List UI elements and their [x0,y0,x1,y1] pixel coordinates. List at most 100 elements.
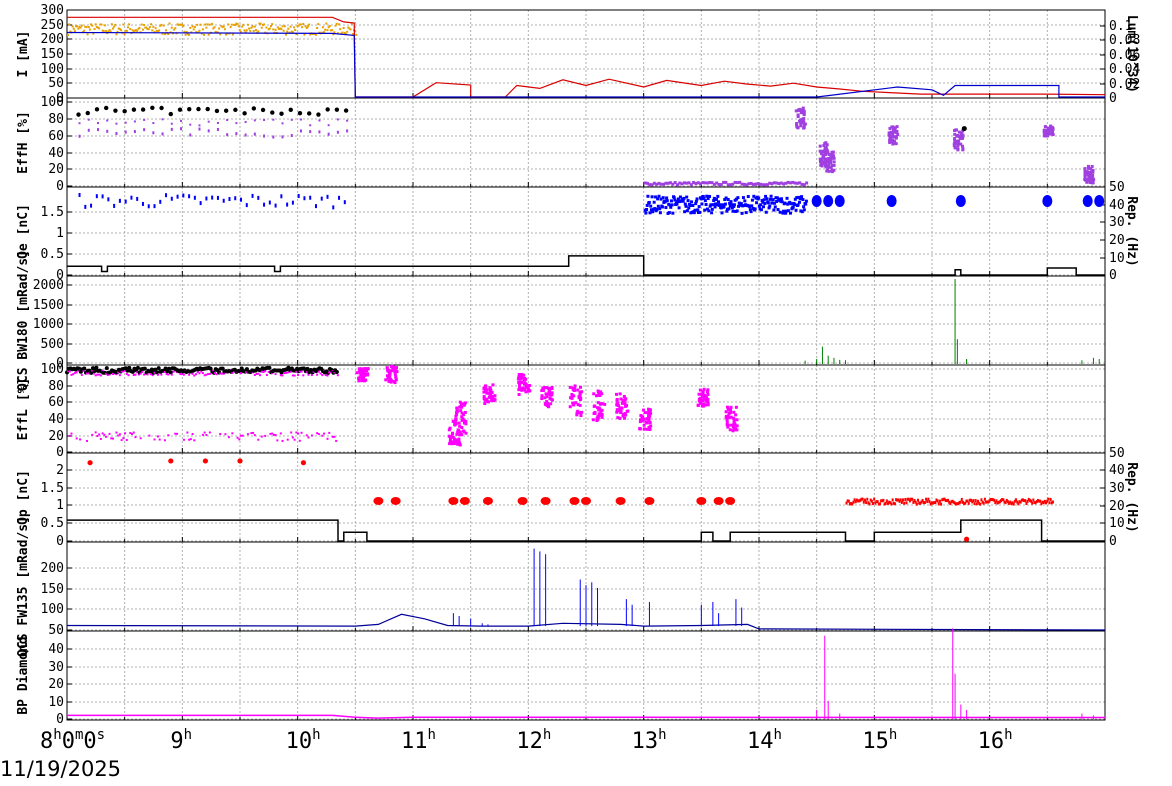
effl-cluster [732,416,736,420]
current-dot [152,25,155,28]
qp-dense [1041,500,1044,504]
current-dot [211,22,214,25]
effh-cluster [1085,180,1089,184]
effh-cluster [1042,134,1046,138]
effh-low [692,180,696,184]
effh-purple [170,127,173,131]
current-dot [181,23,184,26]
effl-top [215,373,218,376]
effh-low [657,181,661,185]
effh-low [648,183,652,187]
qp-dense [1031,501,1034,505]
effh-cluster [820,157,824,161]
qp-dense [976,499,979,503]
qp-dense [982,501,985,505]
qe-dense [649,204,653,208]
current-dot [212,27,215,30]
effl-cluster [384,378,388,382]
effh-low [729,183,733,187]
effl-cluster [724,410,728,414]
qe-dot [251,193,254,198]
effh-cluster [894,135,898,139]
effh-cluster [826,159,830,163]
effh-purple [106,129,109,133]
current-dot [298,23,301,26]
effl-low [68,434,71,437]
effl-low [271,432,274,435]
effh-purple [161,118,164,121]
effl-cluster [462,421,466,425]
effh-cluster [1091,173,1095,177]
effl-cluster [623,416,627,420]
qe-dense [645,207,649,211]
qe-dot [124,199,127,204]
effl-cluster [395,370,399,374]
effl-low [86,439,89,442]
current-dot [349,28,352,31]
effh-low [703,181,707,185]
ytick-label: 40 [48,642,64,657]
effl-top [68,370,71,373]
effh-cluster [796,113,800,117]
qe-cluster [811,195,822,208]
qp-dense [970,498,973,502]
qe-dense [727,207,731,211]
effl-cluster [643,427,647,431]
current-dot [296,25,299,28]
effl-top [200,370,203,373]
effl-low [290,431,293,434]
effl-cluster [458,430,462,434]
current-dot [196,23,199,26]
qe-dense [743,199,747,203]
qe-dense [785,196,789,200]
qp-dense [905,501,908,505]
effh-purple [152,122,155,125]
effl-top [195,373,198,376]
effl-low [158,438,161,441]
effl-top [307,373,310,376]
ytick-label: 2 [56,463,64,478]
effl-black [168,370,173,375]
effl-cluster [547,404,551,408]
effl-top [324,374,327,377]
current-dot [167,33,170,36]
current-dot [178,23,181,26]
qp-dense [910,497,913,501]
current-dot [332,33,335,36]
effh-purple [226,119,229,122]
effl-cluster [366,372,370,376]
effh-low [726,183,730,187]
qe-dense [723,202,727,206]
effh-purple [318,119,321,122]
current-dot [103,24,106,27]
current-dot [234,24,237,27]
effl-cluster [702,387,706,391]
qe-dense [647,200,651,204]
effl-top [94,374,97,377]
qp-dense [887,501,890,505]
current-dot [238,29,241,32]
qe-dense [778,210,782,214]
qe-dense [757,196,761,200]
effl-cluster [600,413,604,417]
current-dot [125,29,128,32]
effl-cluster [706,392,710,396]
effh-cluster [1091,177,1095,181]
effl-cluster [548,389,552,393]
effh-cluster [959,134,963,138]
effh-black [104,105,109,111]
qp-dense [926,500,929,504]
effh-low [779,181,783,185]
panel-5 [66,452,1106,543]
qe-dense [658,207,662,211]
qe-dot [222,198,225,203]
effh-low [740,182,744,186]
qe-dense [697,205,701,209]
effl-black [92,369,97,374]
qp-dense [915,502,918,506]
qe-dot [141,201,144,206]
qe-dense [709,203,713,207]
effh-cluster [893,126,897,130]
current-dot [123,33,126,36]
effl-low [310,434,313,437]
